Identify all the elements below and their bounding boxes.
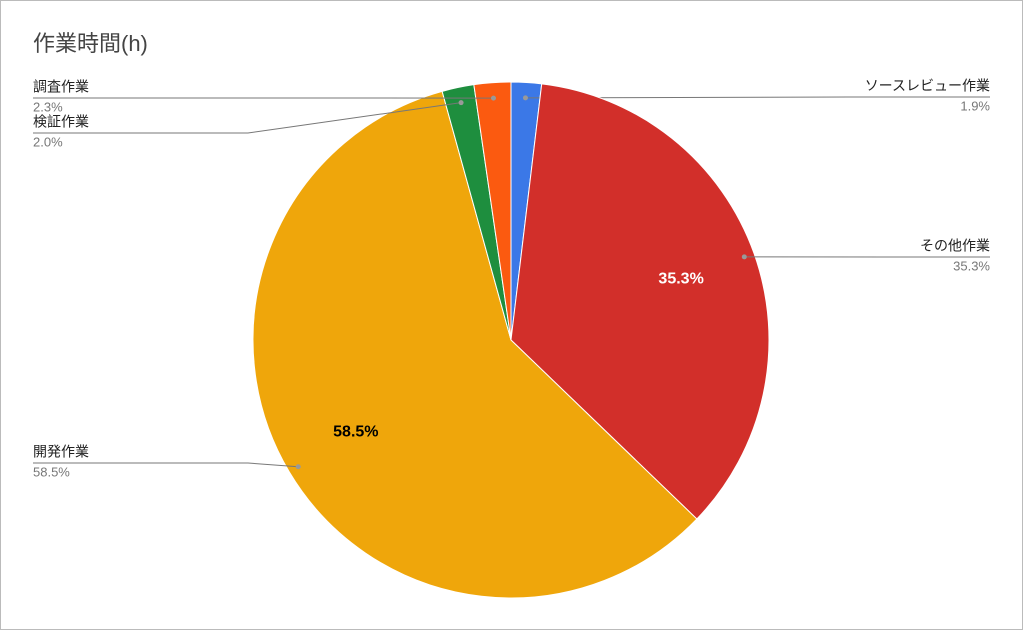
leader-dot bbox=[458, 100, 464, 106]
slice-label: 58.5% bbox=[333, 424, 378, 441]
pie-slice bbox=[473, 81, 512, 341]
pie-slice bbox=[510, 83, 770, 520]
legend-label: ソースレビュー作業 bbox=[865, 78, 990, 94]
leader-line bbox=[33, 462, 299, 468]
legend-label: 調査作業 bbox=[33, 79, 89, 95]
slice-label: 35.3% bbox=[658, 271, 703, 288]
leader-dot bbox=[522, 95, 528, 101]
legend-value: 58.5% bbox=[33, 464, 70, 479]
legend-value: 2.0% bbox=[33, 134, 63, 149]
legend-label: 開発作業 bbox=[33, 444, 89, 460]
leader-dot bbox=[490, 95, 496, 101]
leader-dot bbox=[295, 464, 301, 470]
legend-value: 35.3% bbox=[953, 258, 990, 273]
legend-value: 2.3% bbox=[33, 99, 63, 114]
leader-dot bbox=[741, 254, 747, 260]
leader-line bbox=[33, 102, 462, 134]
legend-label: その他作業 bbox=[920, 238, 990, 254]
chart-title: 作業時間(h) bbox=[33, 31, 148, 56]
legend-value: 1.9% bbox=[960, 98, 990, 113]
legend-label: 検証作業 bbox=[33, 114, 89, 130]
leader-line bbox=[525, 96, 990, 99]
pie-slice bbox=[252, 90, 698, 599]
